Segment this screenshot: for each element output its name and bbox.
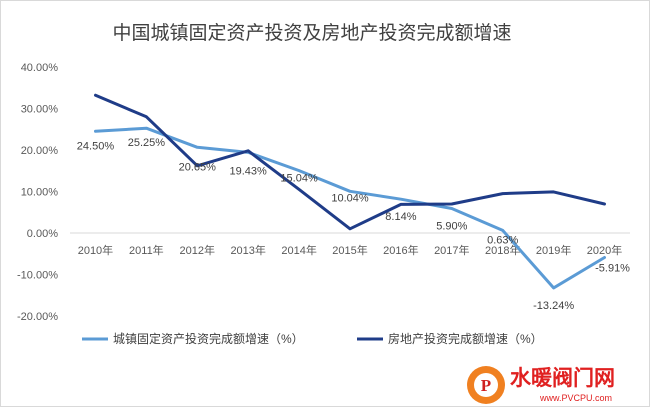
watermark-logo: P (467, 366, 505, 404)
data-label: 15.04% (280, 173, 318, 185)
x-tick-label: 2019年 (536, 243, 571, 257)
legend-label: 房地产投资完成额增速（%） (388, 331, 543, 346)
y-tick-label: 30.00% (21, 104, 59, 116)
watermark: P 水暖阀门网 www.PVCPU.com (467, 366, 615, 404)
data-label: 25.25% (128, 137, 166, 149)
data-label: 19.43% (230, 165, 268, 177)
watermark-url: www.PVCPU.com (539, 393, 612, 403)
y-tick-label: 10.00% (21, 187, 59, 199)
watermark-brand: 水暖阀门网 (510, 366, 615, 390)
y-tick-label: 0.00% (27, 228, 58, 240)
x-tick-label: 2010年 (78, 243, 113, 257)
data-label: -13.24% (533, 300, 574, 312)
data-label: 0.63% (487, 234, 518, 246)
y-tick-label: 20.00% (21, 145, 59, 157)
data-label: 8.14% (385, 211, 416, 223)
y-tick-label: 40.00% (21, 62, 59, 74)
legend-label: 城镇固定资产投资完成额增速（%） (113, 331, 304, 346)
y-tick-label: -10.00% (17, 270, 58, 282)
data-label: 5.90% (436, 221, 467, 233)
x-tick-label: 2017年 (434, 243, 469, 257)
svg-text:P: P (481, 376, 491, 395)
data-label: 24.50% (77, 140, 115, 152)
x-tick-label: 2016年 (383, 243, 418, 257)
x-tick-label: 2018年 (485, 243, 520, 257)
x-tick-label: 2014年 (281, 243, 316, 257)
data-label: 20.65% (179, 161, 217, 173)
series-line-2 (94, 93, 606, 231)
chart-title: 中国城镇固定资产投资及房地产投资完成额增速 (112, 22, 511, 44)
x-tick-label: 2012年 (180, 243, 215, 257)
y-tick-label: -20.00% (17, 311, 58, 323)
series-line-1 (94, 126, 606, 290)
x-tick-label: 2020年 (587, 243, 622, 257)
x-tick-label: 2011年 (129, 243, 164, 257)
data-label: 10.04% (331, 192, 369, 204)
x-tick-label: 2013年 (230, 243, 265, 257)
data-label: -5.91% (595, 263, 630, 275)
x-tick-label: 2015年 (332, 243, 367, 257)
